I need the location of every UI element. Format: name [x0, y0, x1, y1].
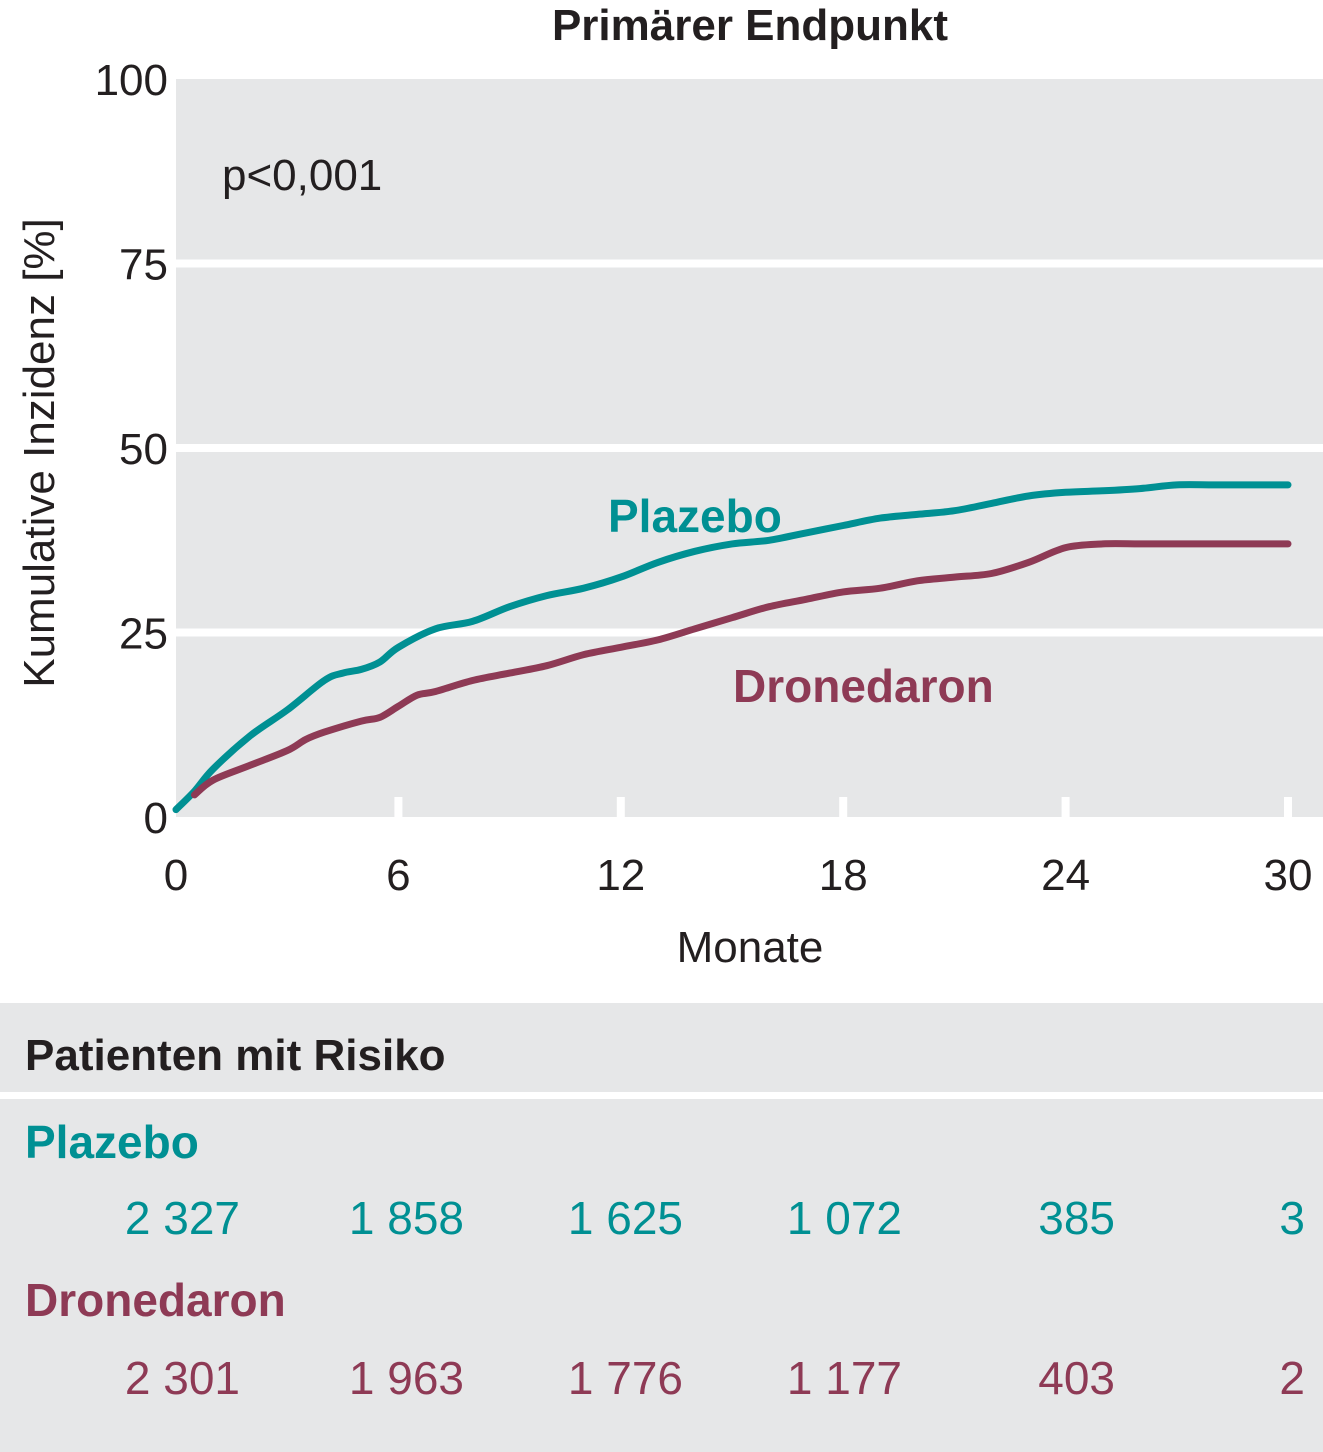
risk-group-label-dronedaron: Dronedaron: [25, 1274, 286, 1326]
x-tick-mark: [394, 797, 403, 827]
y-tick-label: 75: [119, 241, 168, 290]
risk-table-divider: [0, 1092, 1323, 1099]
series-label-plazebo: Plazebo: [608, 490, 782, 542]
x-tick-label: 0: [164, 851, 188, 900]
x-axis-label: Monate: [677, 923, 824, 972]
x-tick-labels: 0 6 12 18 24 30: [164, 851, 1313, 900]
gridline-y: [176, 444, 1323, 452]
gridline-y: [176, 259, 1323, 268]
series-lines: [172, 481, 1292, 814]
risk-cell: 385: [1038, 1192, 1115, 1244]
risk-cell: 3: [1279, 1192, 1305, 1244]
series-label-dronedaron: Dronedaron: [733, 660, 994, 712]
y-axis-line: [172, 79, 176, 817]
risk-table-header: Patienten mit Risiko: [0, 1003, 1323, 1091]
risk-cell: 1 776: [567, 1352, 683, 1404]
risk-cell: 1 177: [786, 1352, 902, 1404]
p-value-annotation: p<0,001: [222, 151, 382, 200]
risk-cell: 1 072: [786, 1192, 902, 1244]
y-axis-label: Kumulative Inzidenz [%]: [15, 218, 64, 688]
risk-table-title: Patienten mit Risiko: [25, 1031, 446, 1080]
risk-cell: 2 301: [124, 1352, 240, 1404]
x-tick-mark: [616, 797, 625, 827]
y-tick-label: 0: [144, 794, 168, 843]
km-chart: Primärer Endpunkt p<0,001 0 25 50 75 100 0 6 1…: [15, 1, 1323, 972]
x-tick-mark: [839, 797, 848, 827]
risk-cell: 2 327: [124, 1192, 240, 1244]
x-tick-mark: [1061, 797, 1070, 827]
y-tick-label: 50: [119, 425, 168, 474]
x-tick-label: 12: [596, 851, 645, 900]
series-line-dronedaron: [191, 540, 1292, 799]
risk-group-label-plazebo: Plazebo: [25, 1116, 199, 1168]
risk-cell: 1 963: [348, 1352, 464, 1404]
risk-cell: 1 858: [348, 1192, 464, 1244]
chart-title: Primärer Endpunkt: [552, 1, 948, 50]
risk-cell: 2: [1279, 1352, 1305, 1404]
x-tick-label: 18: [819, 851, 868, 900]
x-tick-mark: [1284, 797, 1292, 827]
y-tick-label: 100: [95, 56, 168, 105]
risk-table: Patienten mit Risiko Plazebo Dronedaron …: [0, 1003, 1323, 1452]
x-tick-label: 24: [1041, 851, 1090, 900]
x-tick-label: 6: [386, 851, 410, 900]
x-ticks: [394, 797, 1292, 827]
x-tick-label: 30: [1264, 851, 1313, 900]
gridline-y: [176, 628, 1323, 637]
risk-cell: 1 625: [567, 1192, 683, 1244]
grid: [172, 79, 1323, 817]
y-tick-labels: 0 25 50 75 100: [95, 56, 168, 843]
series-line-plazebo: [172, 481, 1292, 814]
risk-cell: 403: [1038, 1352, 1115, 1404]
y-tick-label: 25: [119, 610, 168, 659]
